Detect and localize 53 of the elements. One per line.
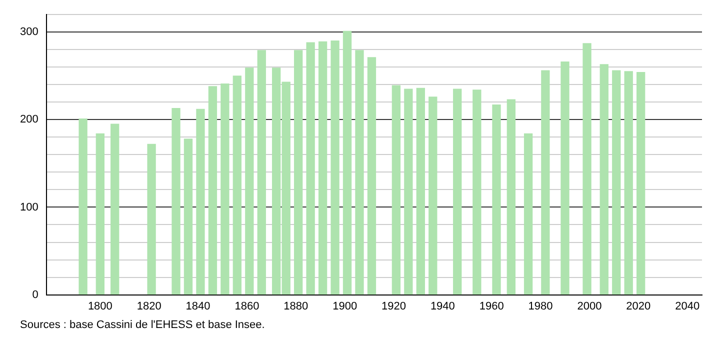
bar	[600, 64, 608, 295]
bar	[524, 133, 533, 295]
bar	[453, 88, 462, 295]
bar	[208, 86, 218, 295]
bar	[220, 83, 230, 295]
bar	[147, 144, 156, 295]
bar	[392, 85, 401, 295]
bar	[232, 76, 242, 295]
bar	[541, 70, 550, 295]
y-tick-label: 200	[20, 114, 38, 126]
x-tick-label: 1920	[382, 300, 406, 312]
bar	[330, 40, 340, 295]
x-tick-label: 1860	[234, 300, 260, 312]
x-tick-label: 1940	[430, 300, 455, 312]
y-tick-label: 300	[20, 26, 38, 38]
y-tick-label: 100	[20, 201, 38, 214]
bar	[355, 50, 364, 295]
x-tick-label: 2040	[675, 300, 700, 312]
x-tick-label: 1820	[136, 300, 162, 312]
bar	[636, 72, 646, 295]
bar	[404, 88, 413, 295]
bar	[342, 30, 352, 295]
bar	[172, 108, 180, 295]
x-tick-label: 1840	[186, 300, 210, 312]
x-tick-label: 1900	[332, 300, 358, 312]
bar	[428, 96, 438, 295]
x-tick-label: 1980	[528, 300, 553, 312]
bar	[306, 42, 315, 295]
bar	[612, 70, 621, 295]
bar	[96, 133, 105, 295]
source-note: Sources : base Cassini de l'EHESS et base Insee.	[20, 319, 265, 331]
bar	[624, 71, 633, 295]
bar	[560, 62, 570, 295]
x-tick-label: 2020	[626, 300, 651, 312]
bar	[257, 50, 266, 295]
bar	[506, 99, 516, 295]
bar	[492, 104, 501, 295]
bar	[184, 138, 193, 295]
bar	[472, 90, 482, 295]
bar	[318, 41, 328, 295]
x-tick-label: 1880	[284, 300, 308, 312]
bar	[294, 50, 303, 295]
x-tick-label: 1960	[479, 300, 504, 312]
bar	[245, 68, 254, 295]
x-tick-label: 1800	[88, 300, 112, 312]
bar	[582, 43, 592, 295]
x-tick-label: 2000	[577, 300, 602, 312]
y-tick-label: 0	[32, 288, 38, 301]
bar	[110, 124, 120, 295]
bar	[367, 57, 376, 295]
bar	[416, 88, 425, 295]
bar	[78, 118, 88, 295]
bar	[196, 108, 205, 295]
